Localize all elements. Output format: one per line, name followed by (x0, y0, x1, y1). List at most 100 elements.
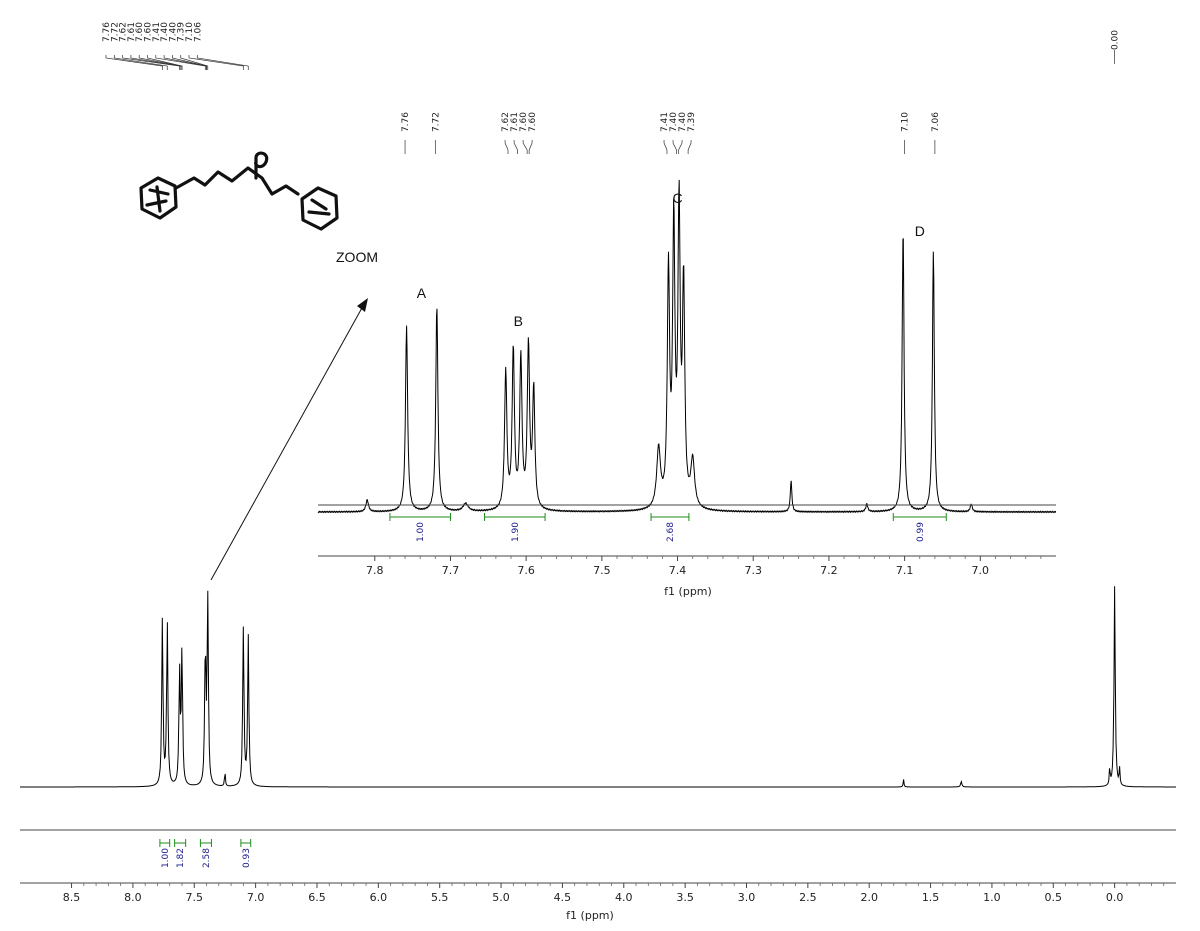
main-peak-label-text: 7.06 (193, 22, 203, 42)
main-integral-value: 0.93 (242, 848, 252, 868)
zoom-signal-letter-b: B (514, 313, 523, 329)
main-peak-label-text: 7.60 (135, 22, 145, 42)
main-peak-label-text: 7.39 (177, 22, 187, 42)
main-peak-leader (122, 55, 180, 70)
zoom-tick-label: 7.8 (366, 564, 384, 577)
zoom-peak-label-text: 7.76 (401, 112, 411, 132)
main-tick-label: 7.0 (247, 891, 265, 904)
zoom-peak-label-text: 7.60 (528, 112, 538, 132)
main-tick-label: 3.5 (676, 891, 694, 904)
zoom-tick-label: 7.4 (669, 564, 687, 577)
main-peak-label: 7.60 (144, 22, 183, 70)
main-tick-label: 6.0 (370, 891, 388, 904)
main-peak-leader (180, 55, 209, 70)
main-tick-label: 7.5 (186, 891, 204, 904)
zoom-peak-label: 7.40 (669, 112, 679, 154)
zoom-integral-value: 1.00 (416, 522, 426, 542)
zoom-annotation-group: A B C D (417, 190, 925, 329)
zoom-peak-label-text: 7.40 (669, 112, 679, 132)
main-tick-label: 4.0 (615, 891, 633, 904)
main-tick-label: 1.0 (983, 891, 1001, 904)
zoom-x-axis-title: f1 (ppm) (664, 585, 712, 598)
main-peak-label-text: 7.62 (119, 22, 129, 42)
main-peak-label-text: 7.76 (102, 22, 112, 42)
main-peak-leader (155, 55, 206, 70)
main-integral: 2.58 (199, 839, 212, 868)
zoom-tick-label: 7.5 (593, 564, 611, 577)
zoom-integral-value: 1.90 (511, 522, 521, 542)
zoom-peak-label-text: 7.40 (678, 112, 688, 132)
main-tick-label: 2.5 (799, 891, 817, 904)
zoom-peak-label-text: 7.10 (901, 112, 911, 132)
tms-peak-label-text: 0.00 (1111, 30, 1121, 50)
zoom-peak-label: 7.61 (510, 112, 520, 154)
zoom-integral-value: 2.68 (666, 522, 676, 542)
zoom-peak-label-text: 7.72 (431, 112, 441, 132)
main-spectrum-trace (20, 586, 1176, 788)
zoom-signal-letter-c: C (673, 190, 683, 206)
main-peak-leader (147, 55, 183, 70)
zoom-peak-label-text: 7.06 (931, 112, 941, 132)
zoom-peak-label: 7.62 (501, 112, 511, 154)
zoom-signal-letter-a: A (417, 285, 427, 301)
main-tick-label: 0.0 (1106, 891, 1124, 904)
main-peak-label: 7.76 (102, 22, 163, 70)
main-tick-label: 0.5 (1045, 891, 1063, 904)
zoom-peak-label-text: 7.41 (660, 112, 670, 132)
zoom-peak-leader (687, 140, 692, 154)
main-tick-label: 8.0 (124, 891, 142, 904)
right-ring-outline (300, 186, 339, 231)
main-tick-label: 3.0 (738, 891, 756, 904)
zoom-peak-label: 7.76 (401, 112, 411, 154)
zoom-integral: 1.00 (389, 513, 451, 542)
main-tick-label: 4.5 (554, 891, 572, 904)
main-peak-label: 7.40 (168, 22, 207, 70)
main-peak-label-text: 7.40 (168, 22, 178, 42)
zoom-integral: 2.68 (650, 513, 690, 542)
zoom-inset-plot: 1.00 1.90 2.68 0.99 7.8 7.7 7.6 7.5 7.4 7.3 7.2 7.… (317, 112, 1057, 598)
zoom-peak-label-group: 7.76 7.72 7.627.61 7.60 7.60 7.41 7.40 7.40 7.39… (401, 112, 941, 154)
zoom-peak-label: 7.41 (660, 112, 670, 154)
main-peak-leader (196, 55, 249, 70)
right-ring-inner (307, 198, 331, 216)
main-peak-label-text: 7.61 (127, 22, 137, 42)
chain-bonds (174, 166, 300, 196)
zoom-peak-label-text: 7.60 (519, 112, 529, 132)
molecule-structure-sketch (139, 151, 339, 231)
zoom-tick-label: 7.7 (442, 564, 460, 577)
zoom-integral: 0.99 (892, 513, 947, 542)
main-peak-label: 7.61 (127, 22, 182, 70)
tms-peak-label: 0.00 (1111, 30, 1121, 64)
main-tick-label: 5.5 (431, 891, 449, 904)
main-peak-leader (113, 55, 168, 70)
zoom-integral: 1.90 (484, 513, 546, 542)
zoom-arrow (210, 298, 368, 581)
main-spectrum-plot: 1.00 1.82 2.58 0.93 8.5 8.0 7.5 7.0 6.5 6.0 5.5 5.… (20, 22, 1176, 922)
zoom-peak-label: 7.40 (678, 112, 688, 154)
zoom-peak-label: 7.39 (687, 112, 697, 154)
main-peak-leader (172, 55, 207, 70)
main-peak-label: 7.62 (119, 22, 180, 70)
main-integral-value: 1.00 (161, 848, 171, 868)
main-peak-leader (105, 55, 163, 70)
zoom-peak-leader (513, 140, 518, 154)
main-tick-label: 5.0 (492, 891, 510, 904)
zoom-peak-label-text: 7.39 (687, 112, 697, 132)
main-peak-label: 7.72 (110, 22, 168, 70)
zoom-peak-label: 7.10 (901, 112, 911, 154)
zoom-tick-label: 7.0 (972, 564, 990, 577)
zoom-peak-leader (528, 140, 533, 154)
main-peak-label-group: 7.767.727.627.617.607.607.417.407.407.39… (102, 22, 1121, 70)
left-ring-outline (139, 176, 178, 220)
main-x-axis: 8.5 8.0 7.5 7.0 6.5 6.0 5.5 5.0 4.5 4.0 3.5 3.0 2.5 2… (20, 882, 1176, 904)
main-peak-leader (188, 55, 244, 70)
main-peak-label-text: 7.40 (160, 22, 170, 42)
main-peak-label: 7.06 (193, 22, 249, 70)
main-peak-label-text: 7.60 (144, 22, 154, 42)
zoom-x-axis: 7.8 7.7 7.6 7.5 7.4 7.3 7.2 7.1 7.0 (318, 555, 1056, 577)
zoom-integral-group: 1.00 1.90 2.68 0.99 (318, 504, 1056, 542)
left-ring-inner (145, 185, 170, 213)
main-tick-label: 8.5 (63, 891, 81, 904)
